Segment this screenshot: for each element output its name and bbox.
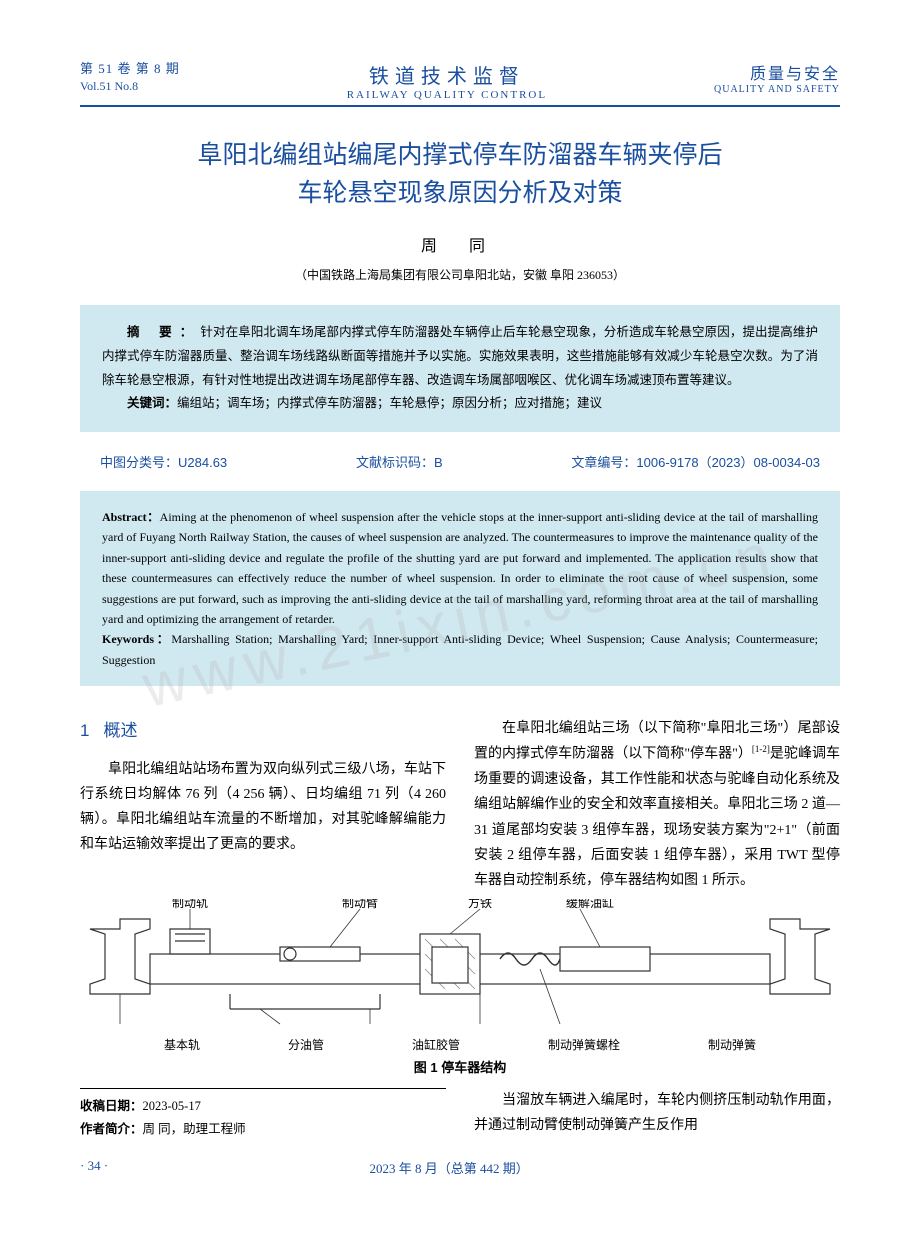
body-para-2a: 在阜阳北编组站三场（以下简称"阜阳北三	[502, 721, 763, 736]
clc-label: 中图分类号：	[100, 455, 178, 470]
article-id: 文章编号：1006-9178（2023）08-0034-03	[571, 452, 820, 471]
fig-label-top-3: 缓解油缸	[566, 899, 614, 910]
journal-en: RAILWAY QUALITY CONTROL	[347, 89, 547, 101]
fig-label-top-1: 制动臂	[342, 899, 378, 910]
figure-1-svg: 制动轨 制动臂 方铁 缓解油缸	[80, 899, 840, 1029]
title-line-1: 阜阳北编组站编尾内撑式停车防溜器车辆夹停后	[197, 141, 722, 169]
body-para-2: 在阜阳北编组站三场（以下简称"阜阳北三场"）尾部设置的内撑式停车防溜器（以下简称…	[474, 716, 840, 893]
author-bio-value: 周 同，助理工程师	[143, 1122, 246, 1136]
author-bio-label: 作者简介：	[80, 1122, 143, 1136]
fig-label-bot-1: 分油管	[288, 1036, 324, 1053]
en-abstract-text: Aiming at the phenomenon of wheel suspen…	[102, 510, 818, 626]
abstract-label: 摘 要：	[127, 325, 200, 339]
article-id-value: 1006-9178（2023）08-0034-03	[636, 455, 820, 470]
footnotes: 收稿日期：2023-05-17 作者简介：周 同，助理工程师	[80, 1088, 446, 1140]
fig-label-bot-2: 油缸胶管	[412, 1036, 460, 1053]
doc-code-label: 文献标识码：	[356, 455, 434, 470]
body-columns: 1 概述 阜阳北编组站站场布置为双向纵列式三级八场，车站下行系统日均解体 76 列…	[80, 716, 840, 893]
section-1-num: 1	[80, 721, 89, 740]
date-value: 2023-05-17	[143, 1099, 201, 1113]
body-para-3: 当溜放车辆进入编尾时，车轮内侧挤压制动轨作用面，并通过制动臂使制动弹簧产生反作用	[474, 1088, 840, 1138]
page-footer: · 34 · 2023 年 8 月（总第 442 期）	[80, 1158, 840, 1177]
body-para-1: 阜阳北编组站站场布置为双向纵列式三级八场，车站下行系统日均解体 76 列（4 2…	[80, 757, 446, 858]
doc-code: 文献标识码：B	[356, 452, 443, 471]
header-volume: 第 51 卷 第 8 期 Vol.51 No.8	[80, 60, 180, 95]
figure-1: 制动轨 制动臂 方铁 缓解油缸 基本轨 分油管 油缸胶管 制动弹簧螺栓 制动弹簧…	[80, 899, 840, 1076]
cn-keywords: 关键词：编组站；调车场；内撑式停车防溜器；车轮悬停；原因分析；应对措施；建议	[102, 392, 818, 416]
clc-value: U284.63	[178, 455, 227, 470]
en-keywords: Keywords：Marshalling Station; Marshallin…	[102, 629, 818, 670]
clc: 中图分类号：U284.63	[100, 452, 227, 471]
keywords-text: 编组站；调车场；内撑式停车防溜器；车轮悬停；原因分析；应对措施；建议	[177, 396, 602, 410]
en-abstract-box: Abstract：Aiming at the phenomenon of whe…	[80, 491, 840, 686]
en-keywords-label: Keywords：	[102, 632, 171, 646]
header-section: 质量与安全 QUALITY AND SAFETY	[714, 60, 840, 95]
section-en: QUALITY AND SAFETY	[714, 84, 840, 95]
author-bio: 作者简介：周 同，助理工程师	[80, 1118, 446, 1141]
header-vol-en: Vol.51 No.8	[80, 78, 180, 95]
page-number: · 34 ·	[80, 1158, 108, 1177]
en-abstract-label: Abstract：	[102, 510, 160, 524]
identifiers-row: 中图分类号：U284.63 文献标识码：B 文章编号：1006-9178（202…	[80, 446, 840, 477]
header-vol-cn: 第 51 卷 第 8 期	[80, 60, 180, 78]
title-line-2: 车轮悬空现象原因分析及对策	[297, 179, 622, 207]
bottom-row: 收稿日期：2023-05-17 作者简介：周 同，助理工程师 当溜放车辆进入编尾…	[80, 1088, 840, 1148]
fig-label-bot-3: 制动弹簧螺栓	[548, 1036, 620, 1053]
fig-label-top-0: 制动轨	[172, 899, 208, 910]
fig-label-bot-0: 基本轨	[164, 1036, 200, 1053]
section-1-title: 概述	[103, 721, 137, 740]
figure-bottom-labels: 基本轨 分油管 油缸胶管 制动弹簧螺栓 制动弹簧	[80, 1036, 840, 1053]
bottom-right-col: 当溜放车辆进入编尾时，车轮内侧挤压制动轨作用面，并通过制动臂使制动弹簧产生反作用	[474, 1088, 840, 1148]
figure-1-caption: 图 1 停车器结构	[80, 1057, 840, 1076]
journal-cn: 铁道技术监督	[347, 60, 547, 89]
section-cn: 质量与安全	[714, 60, 840, 84]
body-para-2c: 是驼峰调车场重要的调速设备，其工作性能和状态与驼峰自动化系统及编组站解编作业的安…	[474, 747, 840, 888]
ref-citation: [1-2]	[752, 744, 770, 754]
article-title: 阜阳北编组站编尾内撑式停车防溜器车辆夹停后 车轮悬空现象原因分析及对策	[80, 137, 840, 212]
issue-info: 2023 年 8 月（总第 442 期）	[369, 1158, 528, 1177]
section-1-heading: 1 概述	[80, 716, 446, 747]
header-rule	[80, 105, 840, 107]
abstract-text: 针对在阜阳北调车场尾部内撑式停车防溜器处车辆停止后车轮悬空现象，分析造成车轮悬空…	[102, 325, 818, 387]
en-abstract: Abstract：Aiming at the phenomenon of whe…	[102, 507, 818, 629]
header-journal: 铁道技术监督 RAILWAY QUALITY CONTROL	[347, 60, 547, 101]
fig-label-bot-4: 制动弹簧	[708, 1036, 756, 1053]
fig-label-top-2: 方铁	[468, 899, 492, 910]
article-id-label: 文章编号：	[571, 455, 636, 470]
author-affiliation: （中国铁路上海局集团有限公司阜阳北站，安徽 阜阳 236053）	[80, 266, 840, 283]
received-date: 收稿日期：2023-05-17	[80, 1095, 446, 1118]
cn-abstract: 摘 要：针对在阜阳北调车场尾部内撑式停车防溜器处车辆停止后车轮悬空现象，分析造成…	[102, 321, 818, 392]
cn-abstract-box: 摘 要：针对在阜阳北调车场尾部内撑式停车防溜器处车辆停止后车轮悬空现象，分析造成…	[80, 305, 840, 432]
page-header: 第 51 卷 第 8 期 Vol.51 No.8 铁道技术监督 RAILWAY …	[80, 60, 840, 101]
author-name: 周 同	[80, 232, 840, 256]
en-keywords-text: Marshalling Station; Marshalling Yard; I…	[102, 632, 818, 666]
bottom-left-col: 收稿日期：2023-05-17 作者简介：周 同，助理工程师	[80, 1088, 446, 1148]
doc-code-value: B	[434, 455, 443, 470]
keywords-label: 关键词：	[127, 396, 177, 410]
date-label: 收稿日期：	[80, 1099, 143, 1113]
